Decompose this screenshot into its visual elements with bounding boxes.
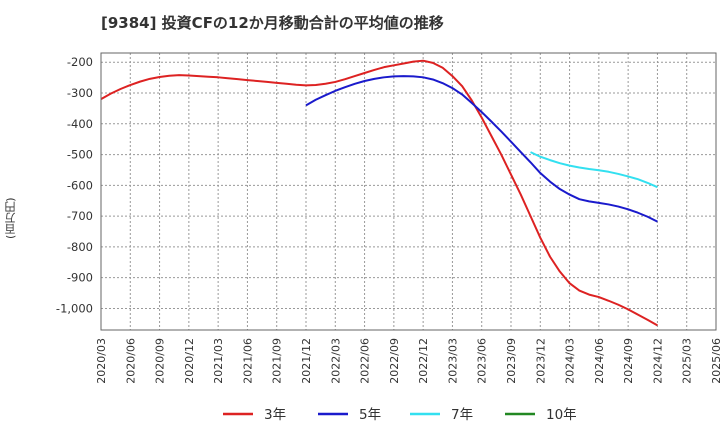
y-tick-label: -900 — [67, 271, 93, 285]
x-tick-label: 2023/06 — [476, 338, 489, 384]
x-tick-label: 2022/06 — [359, 338, 372, 384]
legend-label-0: 3年 — [264, 407, 286, 423]
x-tick-label: 2024/12 — [651, 338, 664, 384]
x-tick-label: 2020/12 — [183, 338, 196, 384]
x-tick-label: 2021/06 — [241, 338, 254, 384]
x-tick-label: 2020/03 — [95, 338, 108, 384]
x-tick-label: 2021/09 — [271, 338, 284, 384]
x-tick-label: 2024/03 — [564, 338, 577, 384]
x-tick-label: 2025/06 — [710, 338, 720, 384]
y-tick-label: -300 — [67, 86, 93, 100]
y-tick-label: -200 — [67, 55, 93, 69]
x-tick-label: 2024/09 — [622, 338, 635, 384]
x-tick-label: 2022/09 — [388, 338, 401, 384]
plot-frame — [100, 52, 717, 331]
y-tick-label: -400 — [67, 117, 93, 131]
x-tick-label: 2021/03 — [212, 338, 225, 384]
legend-label-1: 5年 — [359, 407, 381, 423]
x-tick-label: 2023/09 — [505, 338, 518, 384]
x-tick-label: 2021/12 — [300, 338, 313, 384]
y-tick-label: -500 — [67, 148, 93, 162]
legend-label-3: 10年 — [546, 407, 577, 423]
x-tick-label: 2022/12 — [417, 338, 430, 384]
x-tick-label: 2020/09 — [154, 338, 167, 384]
y-tick-label: -600 — [67, 178, 93, 192]
x-tick-label: 2025/03 — [681, 338, 694, 384]
y-tick-label: -700 — [67, 209, 93, 223]
series-line-1 — [305, 75, 658, 223]
x-tick-label: 2023/12 — [534, 338, 547, 384]
y-tick-label: -1,000 — [56, 301, 93, 315]
series-line-0 — [100, 59, 658, 327]
plot-area — [101, 53, 716, 330]
x-tick-label: 2023/03 — [446, 338, 459, 384]
y-tick-label: -800 — [67, 240, 93, 254]
series-line-2 — [530, 151, 658, 189]
x-tick-label: 2020/06 — [124, 338, 137, 384]
x-tick-label: 2024/06 — [593, 338, 606, 384]
x-tick-label: 2022/03 — [329, 338, 342, 384]
chart-title: [9384] 投資CFの12か月移動合計の平均値の推移 — [101, 14, 444, 32]
legend-label-2: 7年 — [451, 407, 473, 423]
